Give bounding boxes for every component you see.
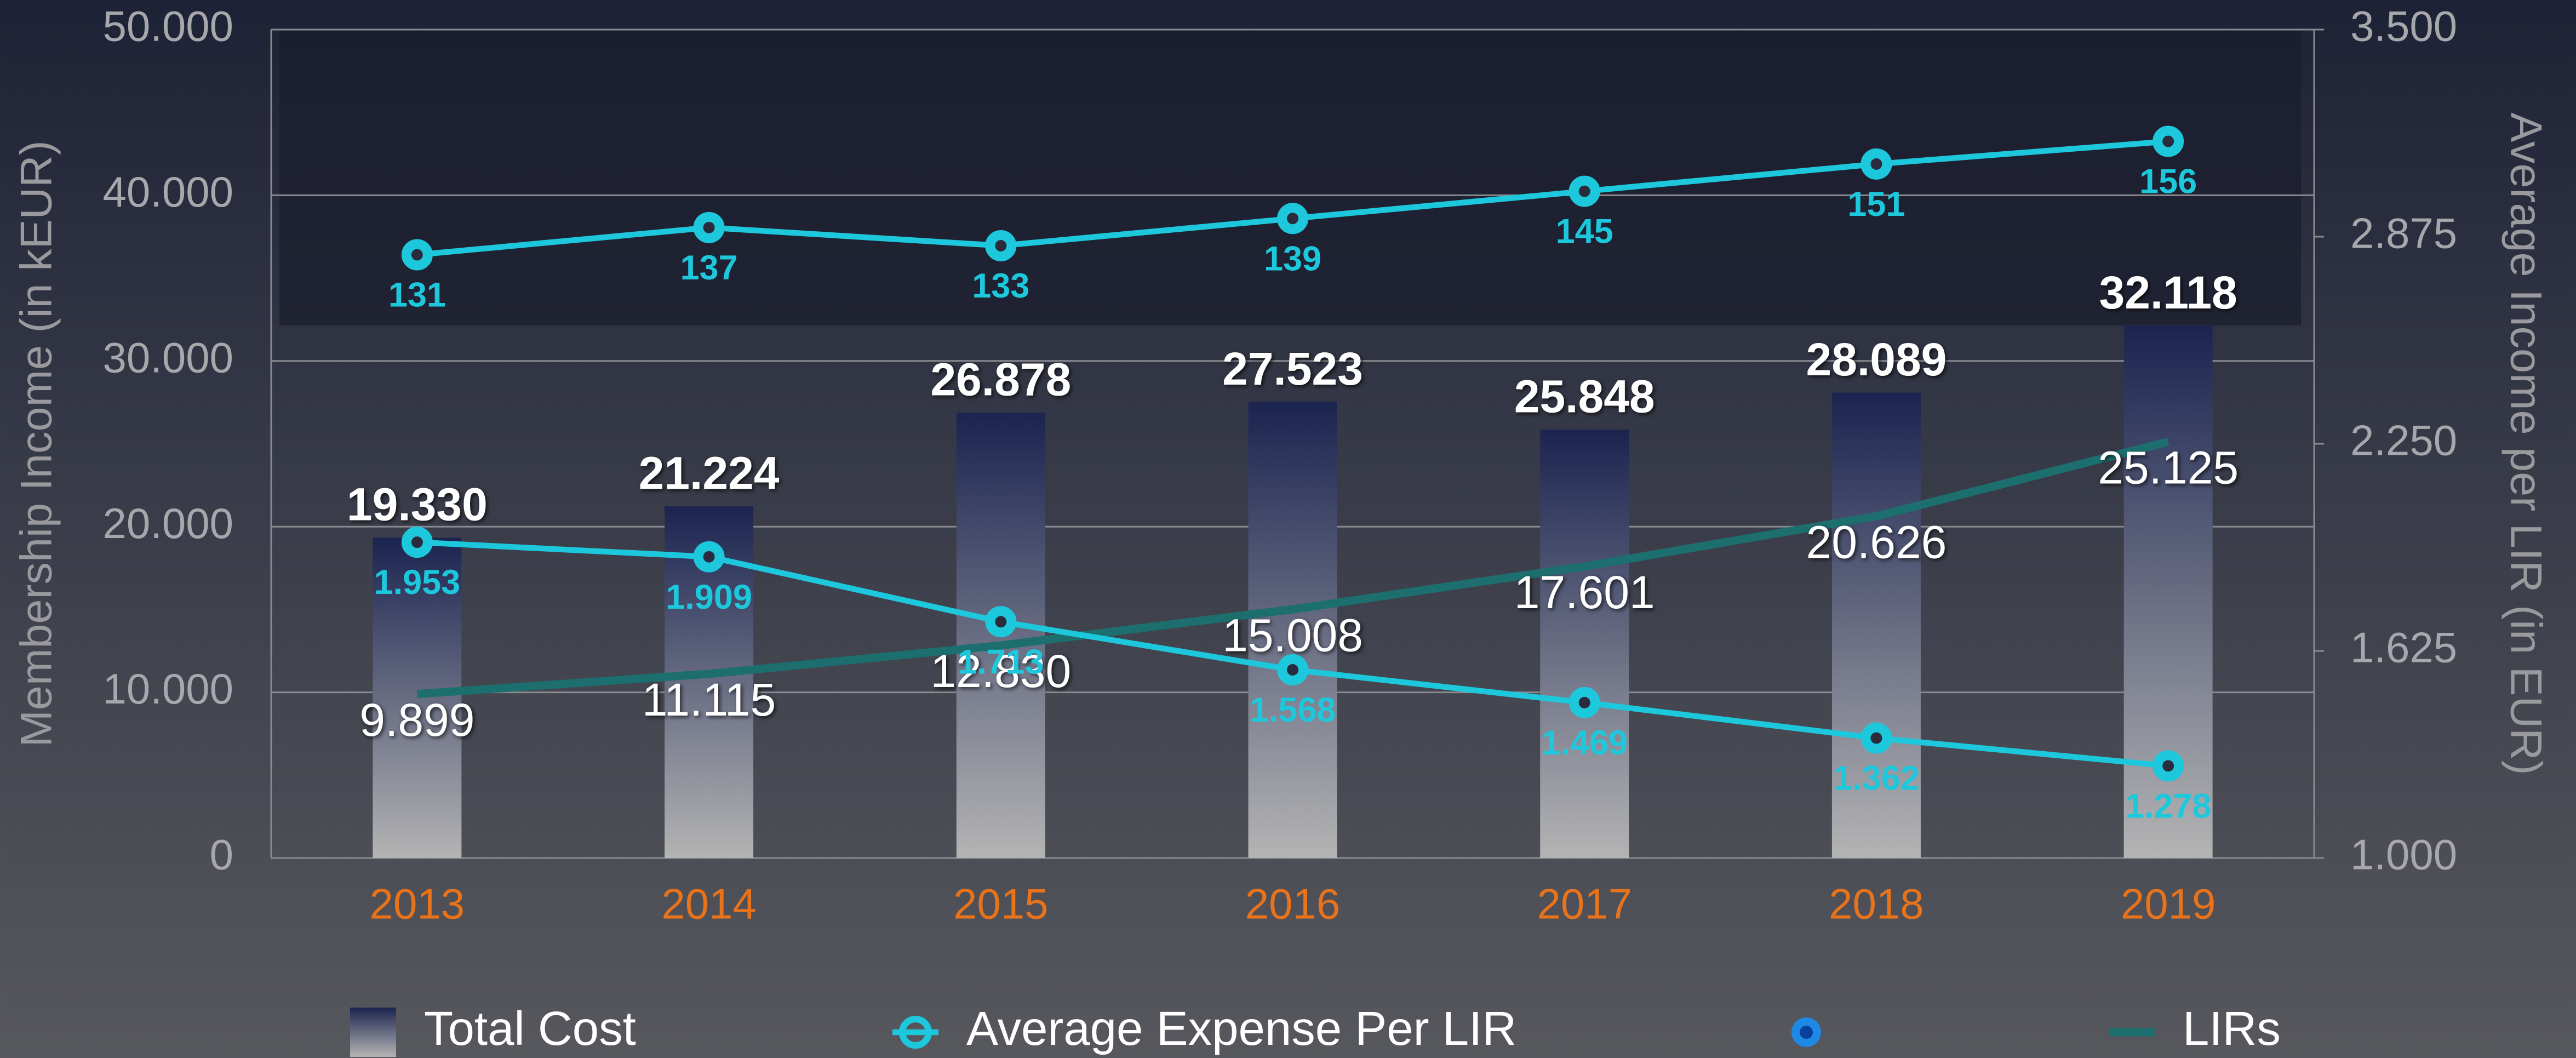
line-value-label: 1.953 bbox=[374, 563, 461, 602]
line bbox=[416, 437, 2169, 699]
line-value-label: 145 bbox=[1556, 213, 1613, 251]
line-value-label: 9.899 bbox=[359, 694, 474, 746]
legend-swatch bbox=[350, 1007, 397, 1057]
line-value-label: 131 bbox=[388, 276, 446, 314]
line-value-label: 156 bbox=[2139, 163, 2197, 201]
line-marker-center bbox=[995, 239, 1007, 251]
line-value-label: 1.278 bbox=[2125, 787, 2212, 825]
bar-value-label: 32.118 bbox=[2099, 267, 2237, 318]
x-tick-label: 2015 bbox=[953, 880, 1048, 928]
line-marker-center bbox=[1287, 664, 1299, 676]
y-axis-title: Membership Income (in kEUR) bbox=[12, 140, 61, 747]
line-value-label: 20.626 bbox=[1806, 516, 1947, 568]
x-tick-label: 2014 bbox=[661, 880, 756, 928]
line-marker-center bbox=[1578, 696, 1590, 708]
line-marker-center bbox=[411, 536, 423, 548]
bar-value-label: 19.330 bbox=[347, 479, 488, 530]
bar bbox=[1540, 430, 1629, 858]
line-value-label: 1.713 bbox=[958, 643, 1044, 681]
line-value-label: 11.115 bbox=[642, 674, 776, 725]
bar-value-label: 28.089 bbox=[1806, 334, 1947, 385]
line-marker-center bbox=[995, 616, 1007, 628]
line-marker-center bbox=[1870, 158, 1882, 170]
line-marker-center bbox=[703, 221, 715, 233]
bar-value-label: 27.523 bbox=[1222, 343, 1363, 394]
y-tick-label: 0 bbox=[210, 831, 233, 879]
y-tick-label: 40.000 bbox=[102, 168, 233, 216]
line-value-label: 151 bbox=[1847, 185, 1905, 224]
line-value-label: 1.469 bbox=[1541, 724, 1628, 762]
x-tick-label: 2019 bbox=[2121, 880, 2216, 928]
y2-tick-label: 2.875 bbox=[2350, 209, 2457, 258]
line-marker-center bbox=[1870, 732, 1882, 744]
y2-tick-label: 3.500 bbox=[2350, 2, 2457, 50]
y-tick-label: 20.000 bbox=[102, 499, 233, 547]
line-marker-center bbox=[703, 551, 715, 563]
y2-axis-title: Average Income per LIR (in EUR) bbox=[2501, 112, 2551, 775]
line-value-label: 15.008 bbox=[1222, 609, 1363, 661]
y2-tick-label: 2.250 bbox=[2350, 416, 2457, 465]
x-tick-label: 2018 bbox=[1829, 880, 1924, 928]
bar bbox=[1831, 392, 1921, 858]
line-value-label: 1.362 bbox=[1833, 759, 1920, 798]
x-tick-label: 2013 bbox=[370, 880, 465, 928]
legend-swatch bbox=[899, 1015, 932, 1049]
line-value-label: 139 bbox=[1264, 239, 1321, 278]
bar bbox=[373, 537, 462, 858]
x-tick-label: 2016 bbox=[1245, 880, 1341, 928]
legend-label: LIRs bbox=[2183, 1002, 2281, 1055]
bar-value-label: 26.878 bbox=[930, 353, 1071, 405]
y2-tick-label: 1.625 bbox=[2350, 624, 2457, 672]
line-value-label: 1.568 bbox=[1250, 691, 1336, 729]
line-value-label: 12.830 bbox=[930, 645, 1071, 697]
line-value-label: 137 bbox=[680, 249, 738, 287]
y2-tick-label: 1.000 bbox=[2350, 831, 2457, 879]
line-marker-center bbox=[411, 249, 423, 261]
line-value-label: 1.909 bbox=[666, 578, 752, 616]
bar-value-label: 25.848 bbox=[1514, 371, 1655, 422]
legend-label: Total Cost bbox=[424, 1002, 636, 1055]
legend-label: Average Expense Per LIR bbox=[966, 1002, 1516, 1055]
bar bbox=[1248, 402, 1337, 858]
line-value-label: 25.125 bbox=[2098, 442, 2239, 493]
line-marker-center bbox=[2162, 760, 2174, 772]
line-value-label: 133 bbox=[972, 267, 1029, 305]
line-value-label: 17.601 bbox=[1514, 567, 1655, 618]
legend-swatch-center bbox=[1800, 1025, 1813, 1039]
line-marker-center bbox=[1578, 185, 1590, 197]
inset-panel bbox=[279, 29, 2301, 325]
line-marker-center bbox=[1287, 213, 1299, 225]
x-tick-label: 2017 bbox=[1537, 880, 1632, 928]
line-marker-center bbox=[2162, 135, 2174, 147]
y-tick-label: 30.000 bbox=[102, 333, 233, 381]
y-tick-label: 10.000 bbox=[102, 665, 233, 713]
bar-value-label: 21.224 bbox=[639, 447, 780, 499]
y-tick-label: 50.000 bbox=[102, 2, 233, 50]
